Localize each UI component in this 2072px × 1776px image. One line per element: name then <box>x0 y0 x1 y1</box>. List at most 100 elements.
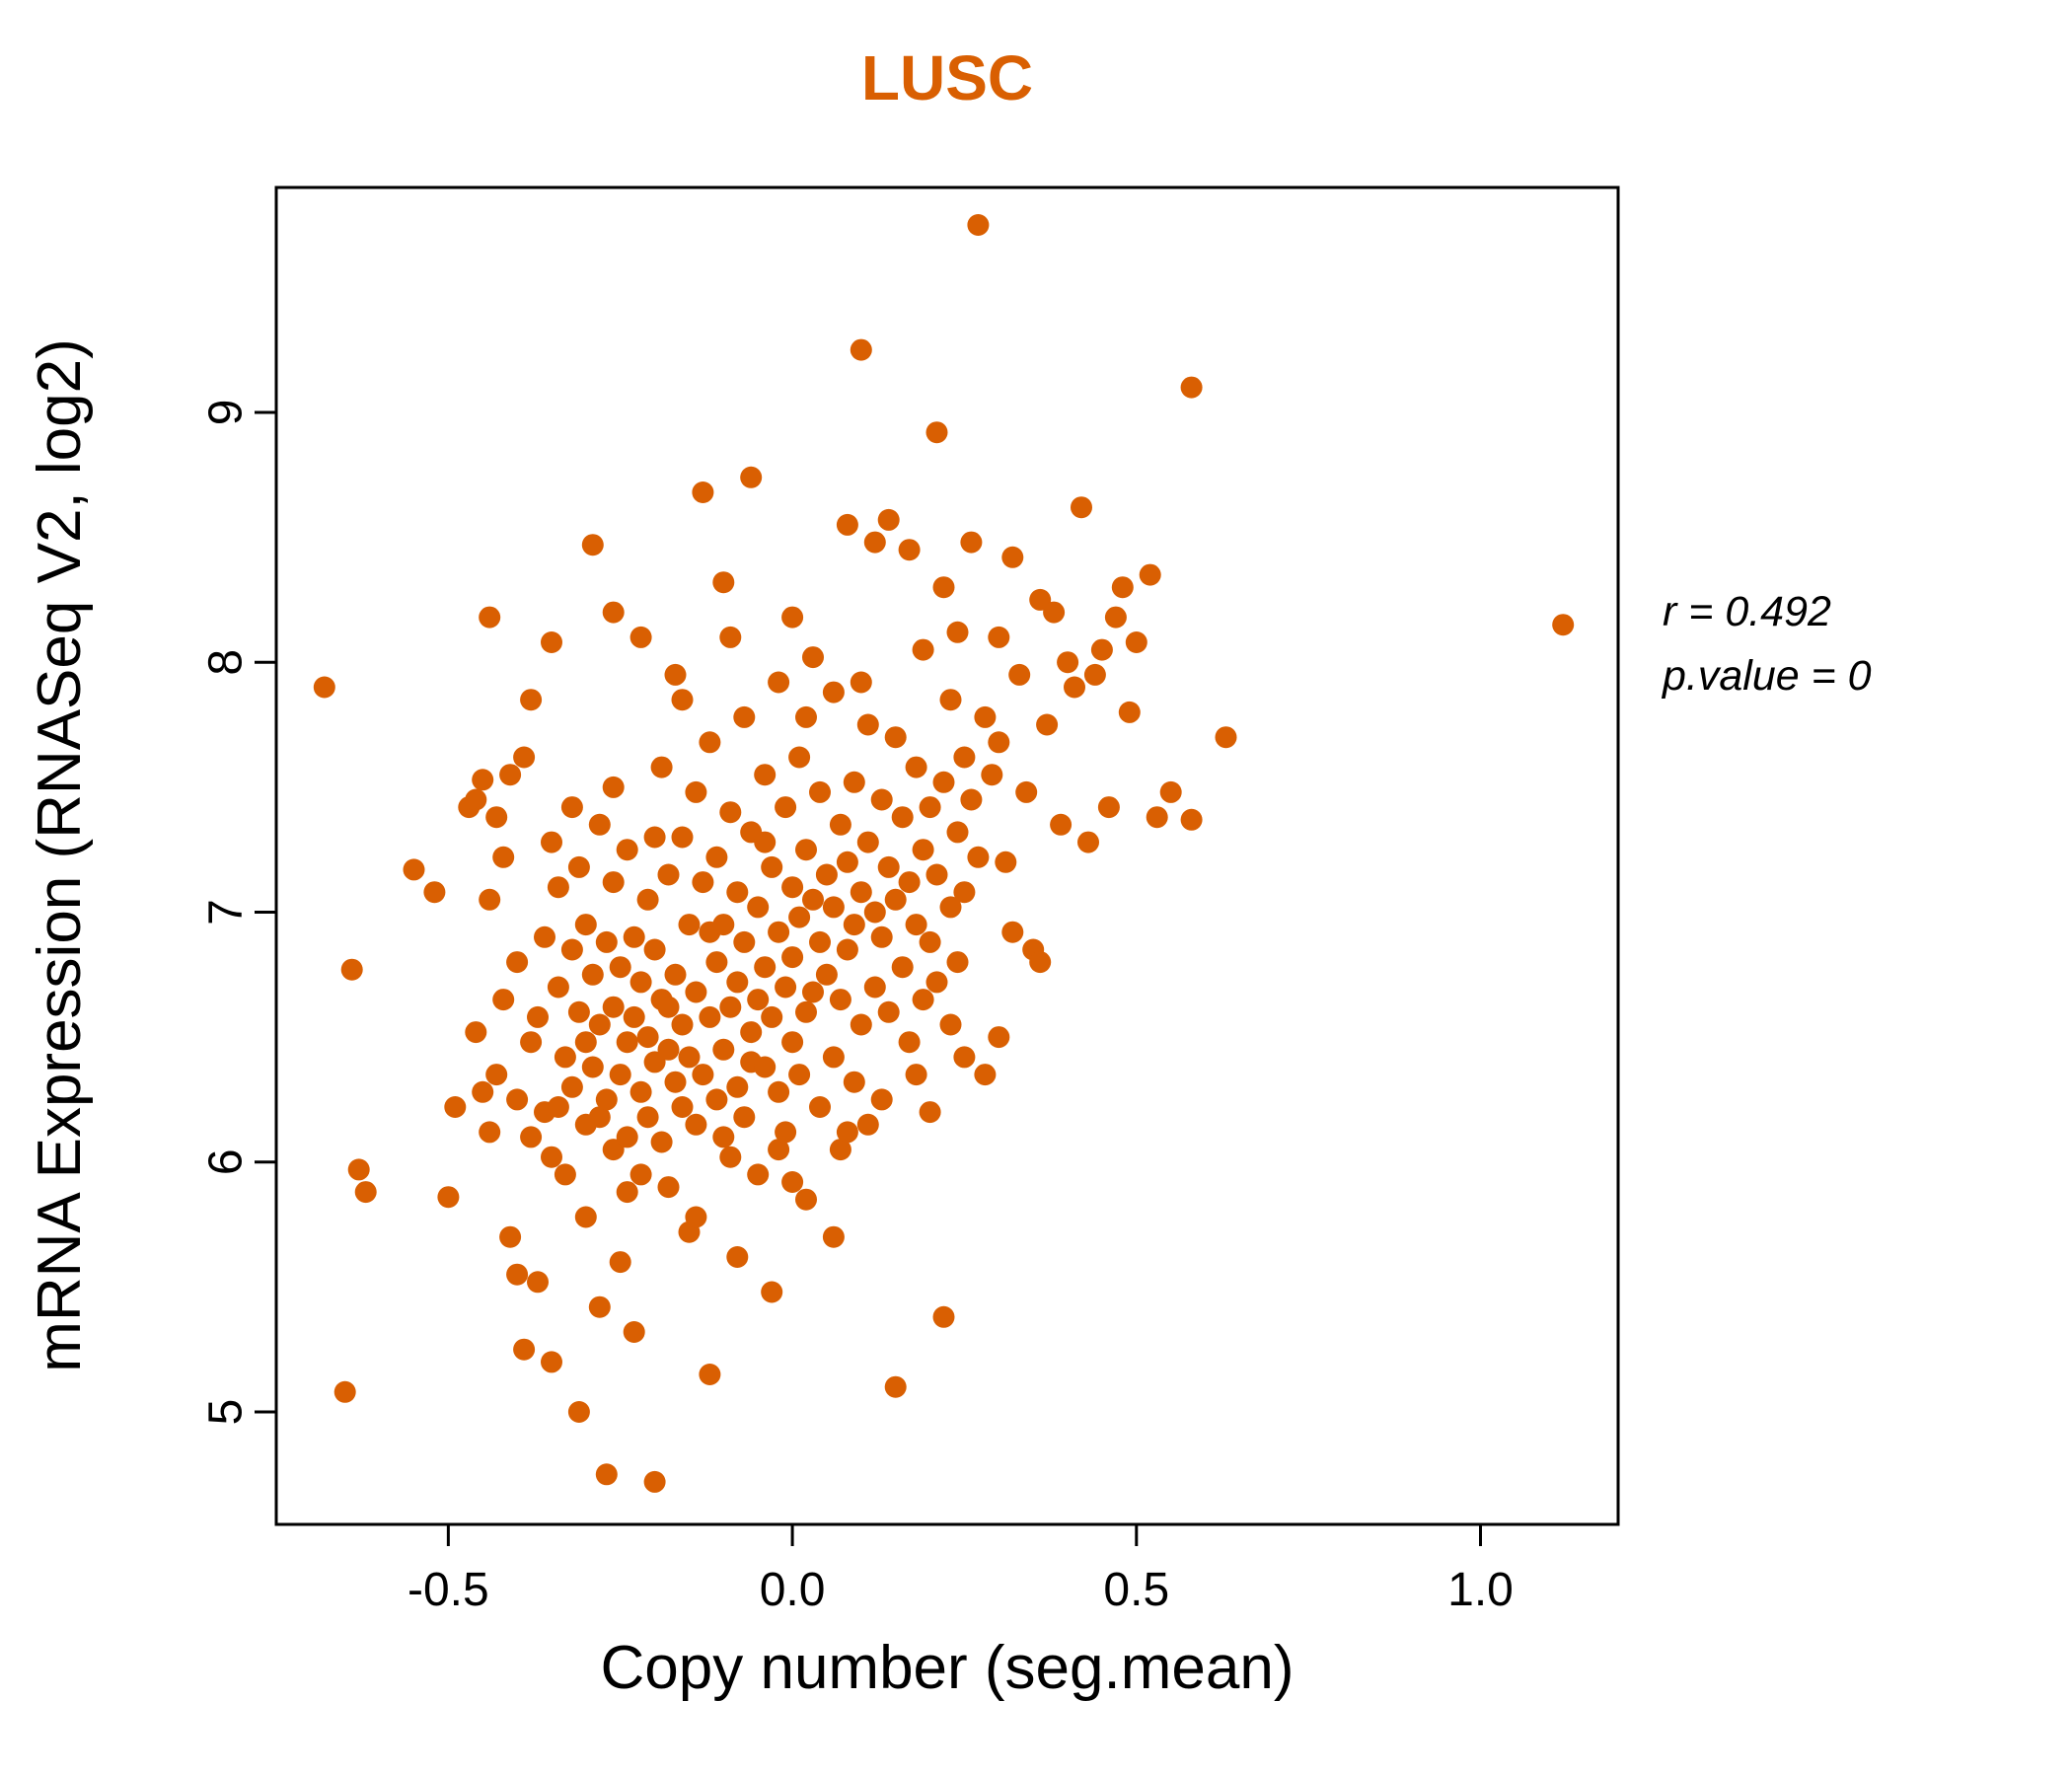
data-point <box>595 1088 618 1111</box>
data-point <box>884 1375 907 1398</box>
data-point <box>719 801 742 824</box>
data-point <box>574 1031 597 1054</box>
data-point <box>664 963 687 986</box>
data-point <box>588 1106 611 1129</box>
data-point <box>953 746 976 769</box>
data-point <box>313 676 335 699</box>
data-point <box>547 976 569 999</box>
data-point <box>602 996 625 1018</box>
data-point <box>863 901 886 924</box>
data-point <box>423 881 446 904</box>
data-point <box>560 1075 583 1098</box>
data-point <box>747 896 770 919</box>
correlation-r-text: r = 0.492 <box>1663 588 1831 635</box>
data-point <box>884 726 907 749</box>
data-point <box>657 996 680 1018</box>
data-point <box>588 1295 611 1318</box>
data-point <box>775 976 797 999</box>
data-point <box>905 914 927 936</box>
data-point <box>843 1071 865 1093</box>
data-point <box>705 951 728 974</box>
data-point <box>699 731 721 754</box>
data-point <box>1552 614 1575 636</box>
data-point <box>733 1106 756 1129</box>
data-point <box>719 1146 742 1168</box>
x-axis-tick-label: 1.0 <box>1447 1564 1514 1616</box>
data-point <box>692 481 714 503</box>
data-point <box>699 1005 721 1028</box>
y-axis-tick-label: 7 <box>200 899 253 925</box>
data-point <box>726 1075 749 1098</box>
data-point <box>850 1013 872 1036</box>
data-point <box>761 855 783 878</box>
data-point <box>712 1126 735 1148</box>
data-point <box>650 756 673 778</box>
data-point <box>629 626 652 648</box>
data-point <box>581 1056 604 1078</box>
data-point <box>1029 588 1052 611</box>
data-point <box>444 1096 467 1118</box>
data-point <box>829 989 851 1011</box>
data-point <box>939 1013 962 1036</box>
p-value-text: p.value = 0 <box>1663 651 1872 700</box>
data-point <box>856 1113 879 1136</box>
data-point <box>912 989 934 1011</box>
data-point <box>761 1281 783 1303</box>
data-point <box>581 963 604 986</box>
data-point <box>781 876 804 899</box>
data-point <box>657 1176 680 1199</box>
data-point <box>768 921 790 943</box>
data-point <box>671 1096 694 1118</box>
data-point <box>623 1005 645 1028</box>
data-point <box>795 839 817 861</box>
data-point <box>492 846 515 868</box>
data-point <box>547 876 569 899</box>
data-point <box>822 1046 845 1069</box>
data-point <box>1180 808 1203 831</box>
data-point <box>616 839 638 861</box>
data-point <box>925 863 948 886</box>
data-point <box>988 626 1010 648</box>
data-point <box>1001 546 1024 568</box>
data-point <box>967 846 990 868</box>
data-point <box>912 839 934 861</box>
data-point <box>809 780 831 803</box>
data-point <box>685 981 707 1003</box>
data-point <box>726 881 749 904</box>
data-point <box>946 821 969 844</box>
data-point <box>354 1181 377 1204</box>
data-point <box>850 671 872 694</box>
data-point <box>932 576 955 599</box>
data-point <box>953 881 976 904</box>
data-point <box>1083 663 1106 686</box>
data-point <box>1090 638 1113 661</box>
data-point <box>836 1121 858 1144</box>
data-point <box>747 989 770 1011</box>
data-point <box>843 914 865 936</box>
data-point <box>602 1139 625 1161</box>
data-point <box>636 1106 659 1129</box>
data-point <box>829 1139 851 1161</box>
data-point <box>541 831 562 853</box>
data-point <box>946 951 969 974</box>
data-point <box>643 826 666 849</box>
data-point <box>850 338 872 361</box>
data-point <box>877 508 900 531</box>
data-point <box>527 1005 549 1028</box>
data-point <box>809 930 831 953</box>
x-axis-tick-label: 0.0 <box>760 1564 826 1616</box>
chart-title: LUSC <box>860 42 1034 113</box>
data-point <box>1139 563 1161 586</box>
data-point <box>919 796 941 819</box>
data-point <box>1111 576 1134 599</box>
data-point <box>609 1251 631 1274</box>
data-point <box>995 851 1017 873</box>
data-point <box>850 881 872 904</box>
data-point <box>485 806 508 829</box>
data-point <box>754 831 777 853</box>
data-point <box>657 1038 680 1061</box>
data-point <box>547 1096 569 1118</box>
data-point <box>754 1056 777 1078</box>
data-point <box>781 606 804 629</box>
data-point <box>513 746 536 769</box>
